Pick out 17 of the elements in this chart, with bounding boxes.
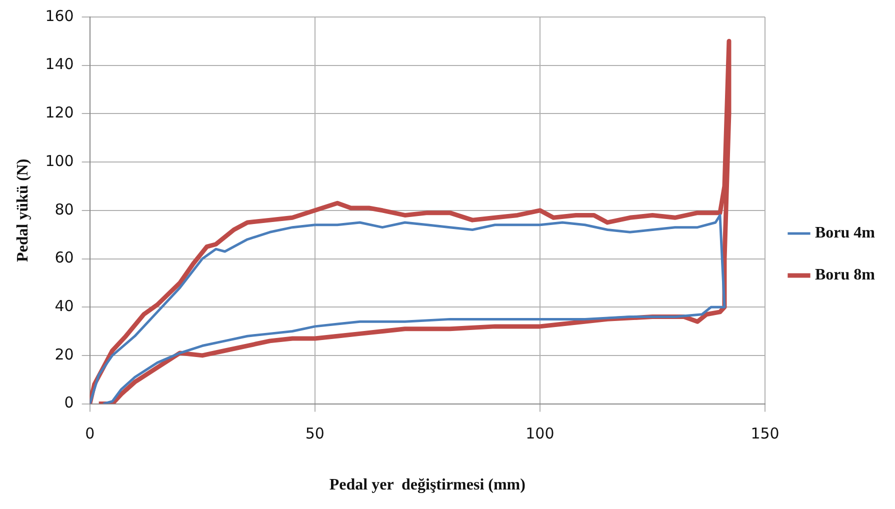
y-tick-label: 80 bbox=[54, 200, 74, 218]
legend-label: Boru 8m bbox=[815, 266, 876, 284]
legend-label: Boru 4m bbox=[815, 224, 876, 242]
x-axis-title: Pedal yer değiştirmesi (mm) bbox=[329, 476, 526, 494]
y-tick-label: 160 bbox=[45, 6, 74, 25]
x-tick-label: 100 bbox=[526, 424, 554, 443]
y-tick-label: 20 bbox=[54, 345, 74, 364]
y-axis-title: Pedal yükü (N) bbox=[14, 158, 32, 262]
x-tick-label: 50 bbox=[305, 424, 324, 443]
y-tick-label: 140 bbox=[45, 55, 74, 74]
x-tick-label: 0 bbox=[85, 424, 95, 443]
y-tick-label: 0 bbox=[64, 394, 74, 412]
y-tick-label: 100 bbox=[45, 152, 74, 170]
x-tick-label: 150 bbox=[750, 424, 780, 443]
y-tick-label: 60 bbox=[54, 248, 74, 267]
y-tick-label: 120 bbox=[45, 104, 74, 122]
y-tick-label: 40 bbox=[54, 296, 74, 315]
